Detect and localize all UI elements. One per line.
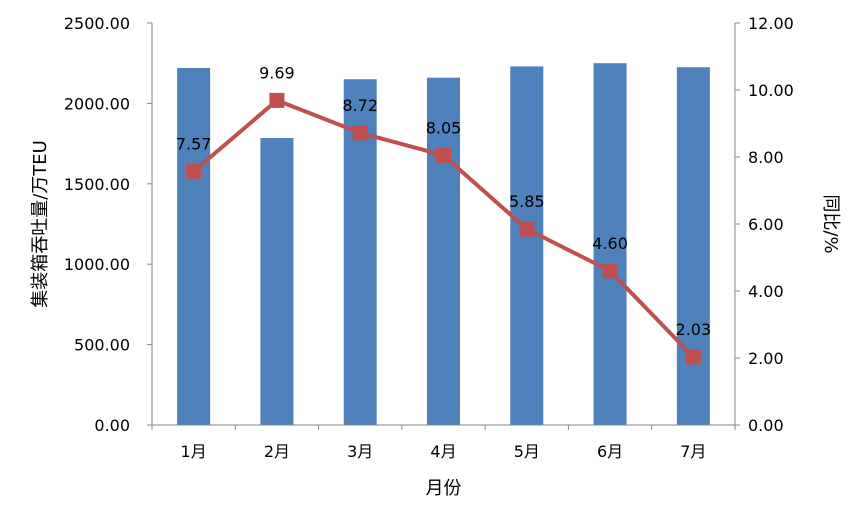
- left-axis-tick-label: 1500.00: [64, 175, 130, 194]
- x-axis-tick-label: 1月: [181, 442, 207, 461]
- bar: [510, 66, 544, 425]
- line-marker: [519, 221, 535, 237]
- left-axis-tick-label: 2000.00: [64, 94, 130, 113]
- data-label: 5.85: [509, 192, 545, 211]
- data-label: 9.69: [259, 63, 295, 82]
- labels-layer: 7.57 9.69 8.72 8.05 5.85 4.60 2.03: [176, 63, 711, 339]
- line-marker: [436, 147, 451, 163]
- line-marker: [602, 263, 618, 279]
- line-marker: [352, 125, 368, 141]
- left-axis-tick-label: 2500.00: [64, 14, 130, 33]
- line-marker: [269, 92, 285, 108]
- bar: [593, 63, 627, 425]
- bar: [177, 68, 211, 426]
- y-axis-title: 集装箱吞吐量/万TEU: [30, 140, 51, 308]
- data-label: 7.57: [176, 134, 212, 153]
- left-axis-tick-label: 500.00: [74, 336, 130, 355]
- x-axis-tick-label: 7月: [680, 442, 706, 461]
- right-axis-tick-label: 10.00: [748, 81, 794, 100]
- x-axis-tick-label: 3月: [347, 442, 373, 461]
- x-axis-tick-label: 6月: [597, 442, 623, 461]
- right-axis-tick-label: 4.00: [748, 282, 784, 301]
- left-axis-tick-label: 1000.00: [64, 255, 130, 274]
- ticks-layer: 0.00 500.00 1000.00 1500.00 2000.00 2500.00 0.…: [64, 14, 794, 461]
- bar: [427, 77, 460, 425]
- line-marker: [685, 349, 701, 365]
- right-axis-tick-label: 8.00: [748, 148, 784, 167]
- data-label: 8.05: [426, 118, 462, 137]
- bars-layer: [177, 63, 710, 426]
- data-label: 4.60: [592, 234, 628, 253]
- right-axis-tick-label: 6.00: [748, 215, 784, 234]
- x-axis-tick-label: 5月: [514, 442, 540, 461]
- right-axis-tick-label: 12.00: [748, 14, 794, 33]
- data-label: 8.72: [342, 96, 378, 115]
- bar: [676, 67, 710, 425]
- bar: [260, 137, 294, 426]
- line-layer: [186, 92, 701, 365]
- line-marker: [186, 163, 202, 179]
- x-axis-tick-label: 2月: [264, 442, 290, 461]
- x-axis-title: 月份: [426, 478, 462, 499]
- data-label: 2.03: [676, 320, 712, 339]
- right-axis-tick-label: 2.00: [748, 349, 784, 368]
- y2-axis-title: 同比/%: [820, 194, 841, 253]
- right-axis-tick-label: 0.00: [748, 416, 784, 435]
- left-axis-tick-label: 0.00: [94, 416, 130, 435]
- x-axis-tick-label: 4月: [430, 442, 456, 461]
